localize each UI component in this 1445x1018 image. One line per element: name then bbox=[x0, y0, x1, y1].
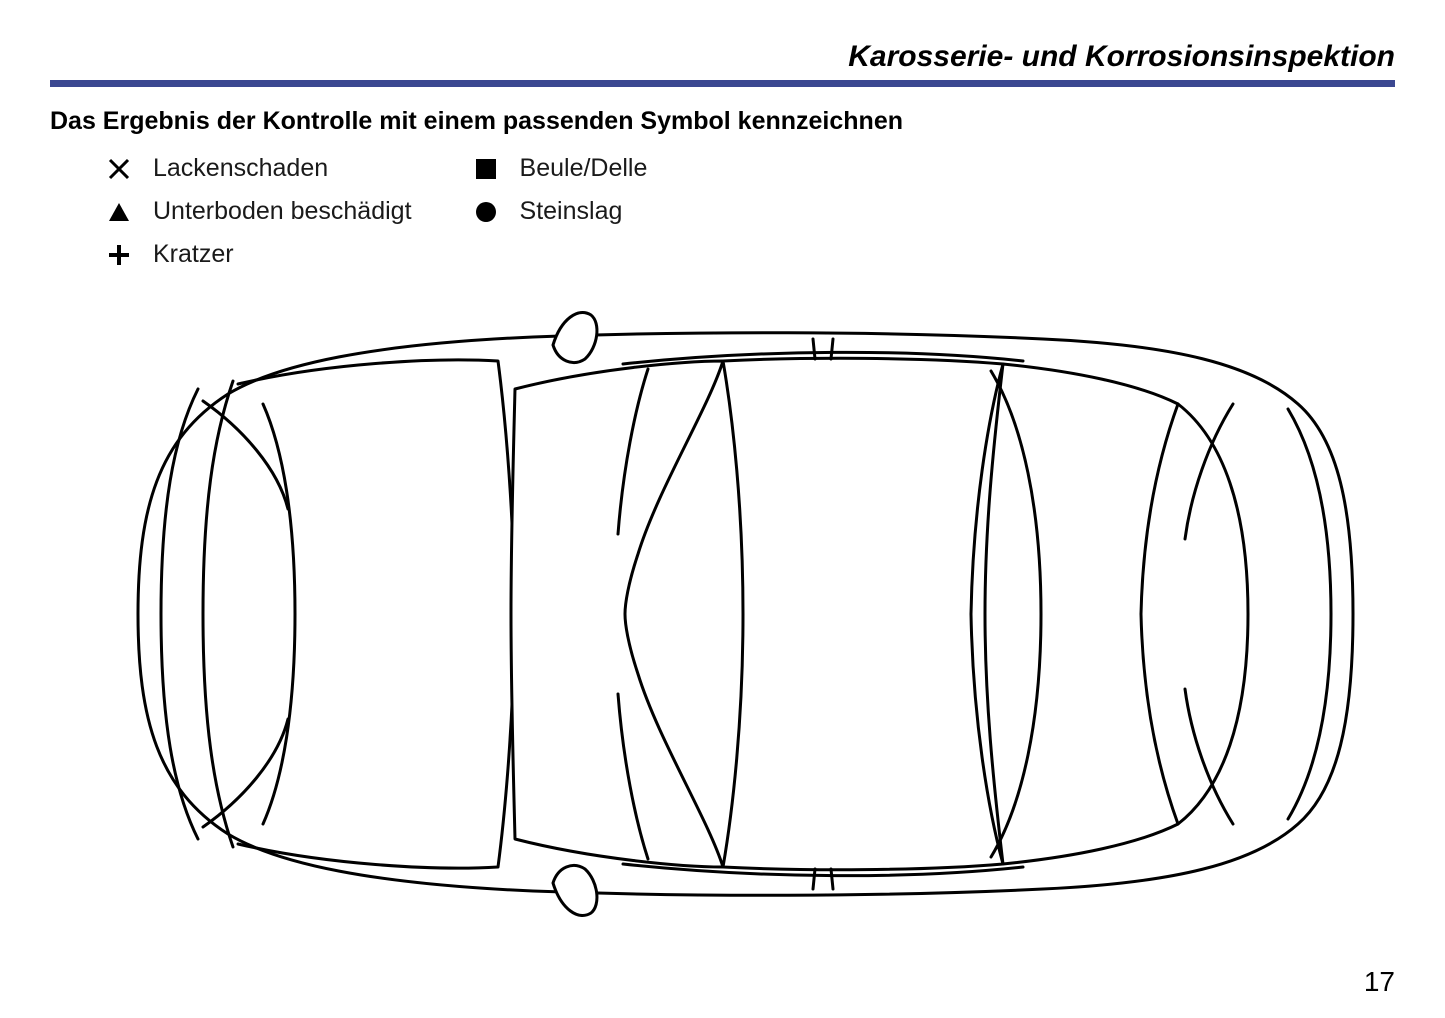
page-number: 17 bbox=[1364, 966, 1395, 998]
legend-column-1: Lackenschaden Unterboden beschädigt Krat… bbox=[105, 154, 412, 269]
circle-icon bbox=[472, 198, 500, 226]
car-top-view-diagram bbox=[50, 309, 1395, 919]
triangle-icon bbox=[105, 198, 133, 226]
instruction-text: Das Ergebnis der Kontrolle mit einem pas… bbox=[50, 107, 1395, 136]
legend-column-2: Beule/Delle Steinslag bbox=[472, 154, 648, 269]
legend: Lackenschaden Unterboden beschädigt Krat… bbox=[105, 154, 1395, 269]
header-underline bbox=[50, 80, 1395, 87]
legend-label: Unterboden beschädigt bbox=[153, 197, 412, 226]
plus-icon bbox=[105, 241, 133, 269]
legend-item-stone-chip: Steinslag bbox=[472, 197, 648, 226]
legend-label: Beule/Delle bbox=[520, 154, 648, 183]
legend-label: Lackenschaden bbox=[153, 154, 328, 183]
legend-item-scratch: Kratzer bbox=[105, 240, 412, 269]
square-icon bbox=[472, 155, 500, 183]
legend-label: Steinslag bbox=[520, 197, 623, 226]
x-icon bbox=[105, 155, 133, 183]
page-header: Karosserie- und Korrosionsinspektion bbox=[50, 40, 1395, 74]
legend-label: Kratzer bbox=[153, 240, 234, 269]
car-svg bbox=[63, 309, 1383, 919]
header-title: Karosserie- und Korrosionsinspektion bbox=[848, 40, 1395, 73]
legend-item-underbody-damage: Unterboden beschädigt bbox=[105, 197, 412, 226]
legend-item-dent: Beule/Delle bbox=[472, 154, 648, 183]
legend-item-paint-damage: Lackenschaden bbox=[105, 154, 412, 183]
